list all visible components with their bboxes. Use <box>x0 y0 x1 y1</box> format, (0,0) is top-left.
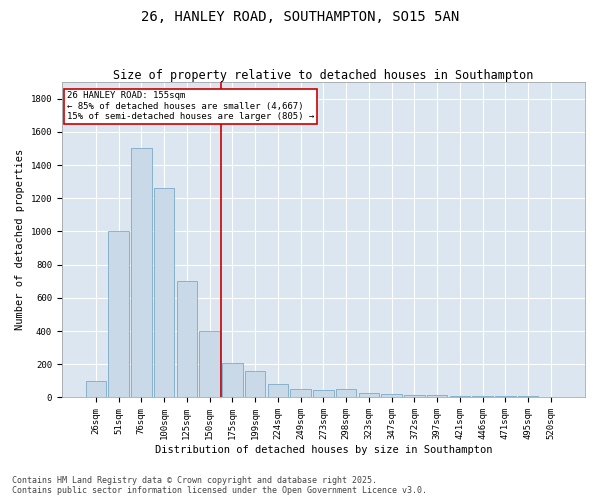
Bar <box>404 396 425 398</box>
Bar <box>222 362 242 398</box>
Y-axis label: Number of detached properties: Number of detached properties <box>15 149 25 330</box>
Bar <box>336 389 356 398</box>
Bar <box>199 331 220 398</box>
Bar <box>109 232 129 398</box>
Bar <box>313 390 334 398</box>
Bar <box>86 381 106 398</box>
Bar <box>290 389 311 398</box>
Bar <box>518 396 538 398</box>
Bar <box>495 396 515 398</box>
X-axis label: Distribution of detached houses by size in Southampton: Distribution of detached houses by size … <box>155 445 492 455</box>
Bar <box>154 188 175 398</box>
Text: Contains HM Land Registry data © Crown copyright and database right 2025.
Contai: Contains HM Land Registry data © Crown c… <box>12 476 427 495</box>
Title: Size of property relative to detached houses in Southampton: Size of property relative to detached ho… <box>113 69 533 82</box>
Bar <box>382 394 402 398</box>
Bar <box>268 384 288 398</box>
Bar <box>449 396 470 398</box>
Bar <box>472 396 493 398</box>
Bar <box>541 396 561 398</box>
Bar <box>131 148 152 398</box>
Bar <box>427 396 448 398</box>
Bar <box>176 281 197 398</box>
Bar <box>245 371 265 398</box>
Text: 26 HANLEY ROAD: 155sqm
← 85% of detached houses are smaller (4,667)
15% of semi-: 26 HANLEY ROAD: 155sqm ← 85% of detached… <box>67 92 314 122</box>
Bar <box>359 394 379 398</box>
Text: 26, HANLEY ROAD, SOUTHAMPTON, SO15 5AN: 26, HANLEY ROAD, SOUTHAMPTON, SO15 5AN <box>141 10 459 24</box>
